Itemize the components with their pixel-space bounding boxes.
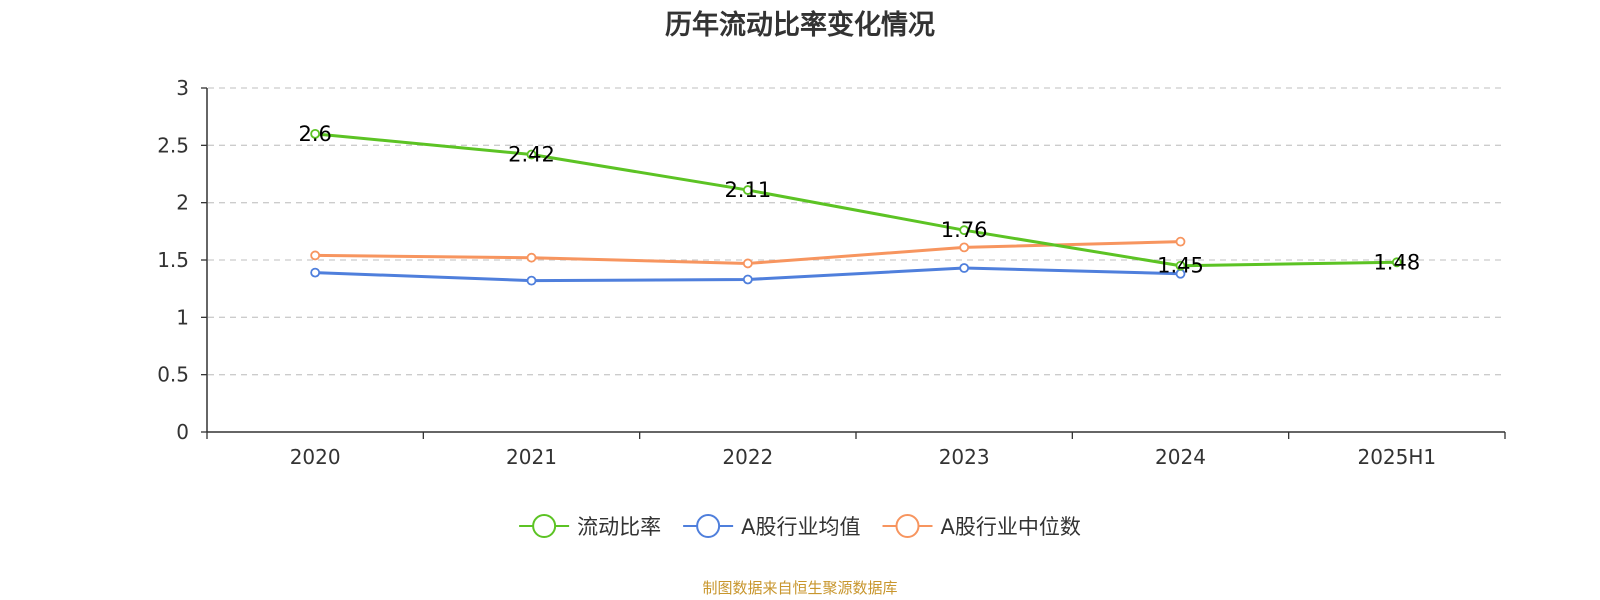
legend-item-2[interactable]: A股行业中位数 xyxy=(882,514,1081,539)
grid-lines xyxy=(208,87,1505,376)
x-tick-label: 2024 xyxy=(1155,445,1206,469)
data-point xyxy=(1175,236,1186,247)
data-point xyxy=(742,274,753,285)
legend-label: A股行业均值 xyxy=(741,515,860,539)
data-label: 1.45 xyxy=(1157,254,1204,278)
y-tick-label: 3 xyxy=(176,76,189,100)
x-tick-label: 2022 xyxy=(722,445,773,469)
data-point xyxy=(310,128,321,139)
data-point xyxy=(310,267,321,278)
data-point xyxy=(1391,257,1402,268)
x-tick-label: 2023 xyxy=(939,445,990,469)
legend-marker xyxy=(895,514,920,538)
data-point xyxy=(526,275,537,286)
data-point xyxy=(959,225,970,236)
data-point xyxy=(1175,260,1186,271)
x-tick-label: 2025H1 xyxy=(1357,445,1436,469)
series-line-0 xyxy=(315,132,1397,268)
data-point xyxy=(742,258,753,269)
source-note: 制图数据来自恒生聚源数据库 xyxy=(702,579,897,597)
data-label: 1.48 xyxy=(1373,250,1420,274)
data-point xyxy=(959,263,970,273)
legend-item-0[interactable]: 流动比率 xyxy=(519,514,661,539)
axes: 0 0.5 1 1.5 2 2.5 3 2020 2021 2022 2023 2024 2025H1 xyxy=(157,76,1506,469)
chart-title: 历年流动比率变化情况 xyxy=(665,9,935,41)
y-tick-label: 1.5 xyxy=(157,248,189,272)
data-labels: 2.6 2.42 2.11 1.76 1.45 1.48 xyxy=(298,122,1420,278)
y-tick-label: 2 xyxy=(176,191,189,215)
data-point xyxy=(310,250,321,261)
x-tick-label: 2021 xyxy=(506,445,557,469)
legend-item-1[interactable]: A股行业均值 xyxy=(683,514,861,539)
y-tick-label: 0 xyxy=(176,420,189,444)
data-point xyxy=(526,149,537,160)
data-point xyxy=(742,185,753,195)
legend-label: A股行业中位数 xyxy=(941,515,1081,539)
y-tick-label: 0.5 xyxy=(157,363,189,387)
data-point xyxy=(959,242,970,253)
data-label: 2.42 xyxy=(508,143,555,167)
legend-label: 流动比率 xyxy=(577,515,661,539)
series-lines xyxy=(310,128,1402,286)
legend-marker xyxy=(532,514,557,538)
data-label: 2.6 xyxy=(298,122,331,146)
x-tick-label: 2020 xyxy=(290,445,341,469)
data-label: 1.76 xyxy=(941,218,988,242)
legend[interactable]: 流动比率 A股行业均值 A股行业中位数 xyxy=(519,514,1081,539)
data-label: 2.11 xyxy=(724,178,771,202)
y-tick-label: 1 xyxy=(176,305,189,329)
y-tick-label: 2.5 xyxy=(157,133,189,157)
data-point xyxy=(526,252,537,263)
legend-marker xyxy=(696,514,721,538)
